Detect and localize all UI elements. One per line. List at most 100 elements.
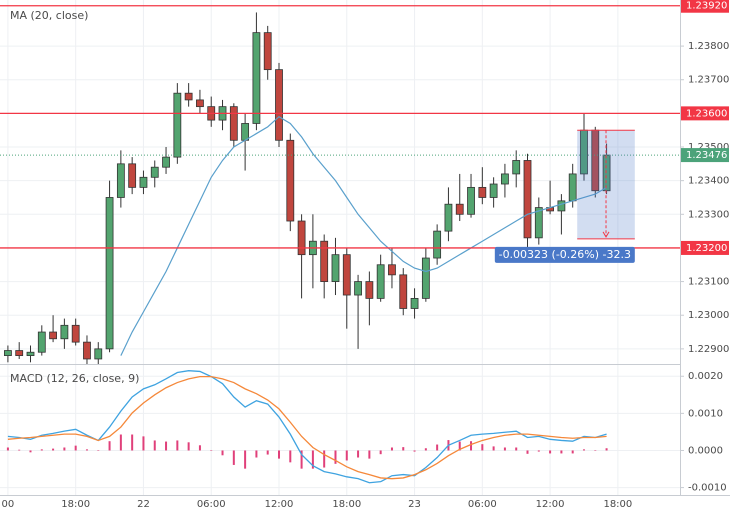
histogram-bar (481, 444, 484, 451)
x-tick-label: 06:00 (468, 499, 497, 510)
y-tick-label: -0.0010 (688, 483, 727, 494)
ma-line (120, 115, 607, 356)
candle-body (83, 341, 91, 360)
candle-body (320, 240, 329, 282)
x-tick-label: 12:00 (536, 499, 565, 510)
histogram-bar (323, 450, 326, 468)
histogram-bar (582, 449, 585, 451)
candle-body (331, 254, 340, 282)
histogram-bar (311, 450, 314, 469)
histogram-bar (97, 450, 100, 451)
price-label-box (681, 240, 729, 255)
histogram-bar (165, 441, 168, 451)
candle-body (150, 166, 159, 178)
candle-body (162, 156, 170, 168)
candle-body (421, 257, 430, 299)
y-tick-label: 1.23500 (688, 142, 729, 153)
candle-body (568, 173, 577, 202)
y-tick-label: 1.22900 (688, 344, 729, 355)
measure-label-box (494, 246, 635, 263)
y-tick-label: 1.23400 (688, 176, 729, 187)
candle-body (489, 183, 498, 198)
candle-body (286, 139, 295, 222)
histogram-bar (560, 450, 563, 454)
candle-body (297, 220, 306, 256)
candle-body (26, 351, 35, 356)
candle-body (342, 254, 351, 296)
candle-body (444, 203, 453, 232)
candle-body (376, 264, 385, 299)
histogram-bar (537, 450, 540, 452)
histogram-bar (29, 450, 32, 453)
candle-body (523, 160, 532, 239)
candle-body (173, 92, 182, 158)
histogram-bar (198, 445, 201, 451)
price-label-box (681, 148, 729, 163)
x-tick-label: 18:00 (603, 499, 632, 510)
candle-body (365, 281, 374, 299)
histogram-bar (515, 447, 518, 451)
histogram-bar (526, 450, 529, 454)
price-pane (0, 5, 680, 364)
histogram-bar (458, 441, 461, 451)
grid-layer (0, 0, 680, 495)
histogram-bar (221, 450, 224, 456)
x-tick-label: 18:00 (61, 499, 90, 510)
candle-body (94, 348, 103, 360)
candle-body (501, 173, 509, 185)
histogram-bar (289, 450, 292, 463)
candle-body (49, 331, 57, 340)
histogram-bar (503, 447, 506, 451)
candle-body (512, 160, 521, 175)
histogram-bar (232, 450, 235, 465)
candle-body (455, 203, 464, 215)
candle-body (410, 297, 419, 309)
histogram-bar (108, 441, 111, 451)
macd-pane (6, 370, 608, 484)
histogram-bar (379, 450, 382, 455)
candle-body (105, 197, 114, 350)
candle-body (15, 350, 24, 356)
candle-body (467, 186, 475, 215)
histogram-bar (413, 450, 416, 452)
histogram-bar (424, 448, 427, 451)
candle-body (60, 324, 69, 340)
candle-body (37, 331, 46, 353)
price-label-box (681, 0, 729, 13)
histogram-bar (334, 450, 337, 464)
histogram-bar (300, 450, 303, 469)
macd-pane-title: MACD (12, 26, close, 9) (10, 372, 139, 385)
candle-body (139, 176, 148, 188)
histogram-bar (436, 444, 439, 451)
histogram-bar (119, 434, 122, 451)
candle-body (388, 264, 396, 276)
candle-body (399, 274, 408, 309)
histogram-bar (278, 450, 281, 459)
y-tick-label: 0.0000 (688, 445, 723, 456)
candle-body (71, 324, 80, 343)
histogram-bar (18, 449, 21, 451)
measure-arrow-head (602, 231, 610, 238)
histogram-bar (244, 450, 247, 469)
histogram-bar (390, 447, 393, 451)
y-tick-label: 1.23000 (688, 310, 729, 321)
price-label: 1.23476 (686, 150, 727, 161)
y-tick-label: 1.23100 (688, 277, 729, 288)
candle-body (196, 99, 204, 108)
histogram-bar (187, 442, 190, 451)
histogram-bar (63, 447, 66, 451)
price-pane-title: MA (20, close) (10, 9, 88, 22)
histogram-bar (153, 440, 156, 451)
histogram-bar (549, 450, 552, 454)
macd-line (7, 370, 607, 484)
candle-body (252, 32, 261, 124)
histogram-bar (470, 441, 473, 451)
candle-body (354, 281, 362, 296)
candle-body (184, 92, 193, 101)
histogram-bar (368, 450, 371, 459)
histogram-bar (605, 448, 608, 451)
candle-body (116, 163, 125, 198)
histogram-bar (571, 450, 574, 454)
